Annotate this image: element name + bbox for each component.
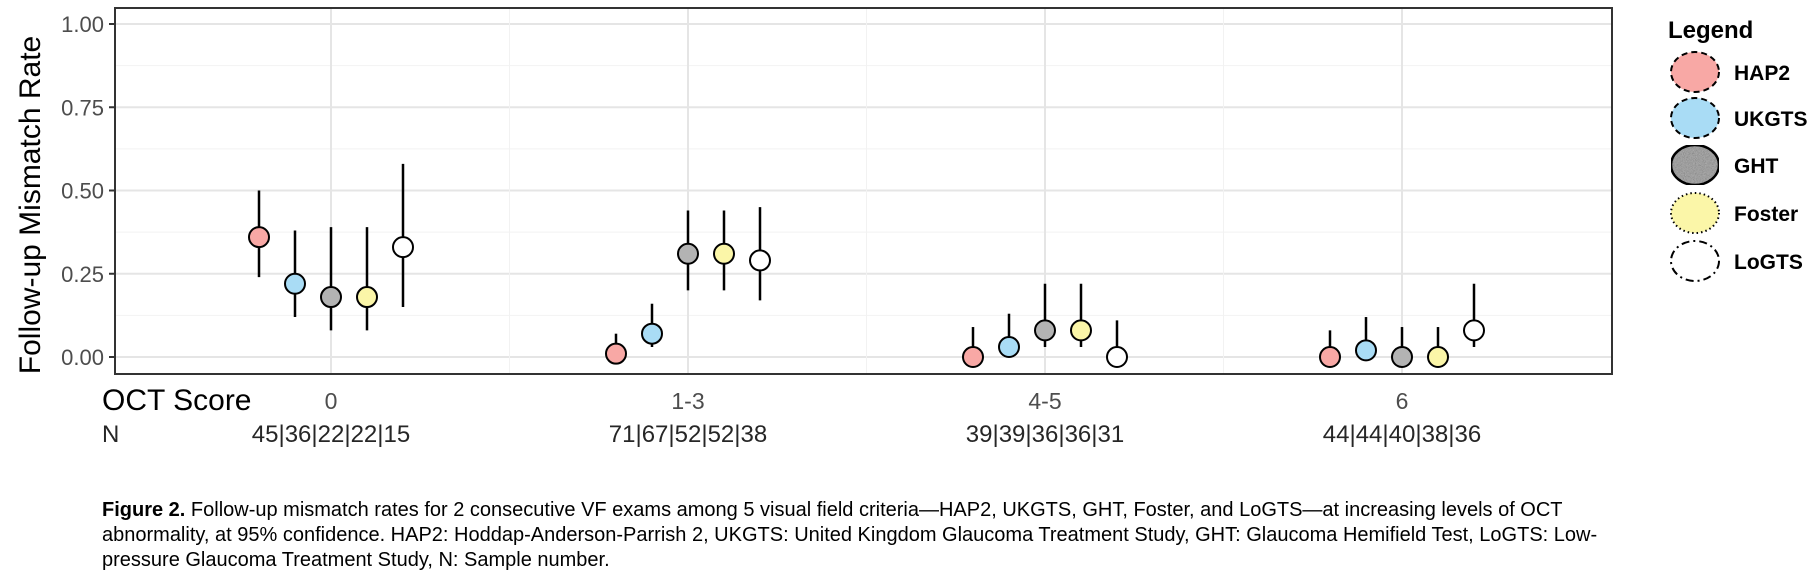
y-tick-label: 0.75 (61, 95, 104, 120)
n-sample-sizes: 39|39|36|36|31 (966, 421, 1124, 448)
point-ght (320, 286, 342, 309)
point-logts (392, 236, 414, 259)
y-tick-label: 0.50 (61, 179, 104, 204)
data-marks (248, 163, 1485, 368)
point-ukgts (1355, 339, 1377, 362)
legend-key-hap2 (1670, 51, 1720, 93)
point-hap2 (605, 342, 627, 365)
point-logts (1106, 346, 1128, 368)
y-tick-label: 0.25 (61, 262, 104, 287)
point-logts (1463, 319, 1485, 342)
legend-label-ukgts: UKGTS (1734, 108, 1808, 131)
point-hap2 (962, 346, 984, 368)
caption-label: Figure 2. (102, 499, 186, 521)
point-ukgts (998, 336, 1020, 359)
point-logts (749, 249, 771, 272)
point-hap2 (1319, 346, 1341, 368)
x-tick-label: 4-5 (1028, 388, 1061, 414)
legend-label-ght: GHT (1734, 155, 1779, 178)
n-sample-sizes: 44|44|40|38|36 (1323, 421, 1481, 448)
point-ght (1391, 346, 1413, 368)
caption-text: Follow-up mismatch rates for 2 consecuti… (102, 499, 1598, 571)
legend-title: Legend (1668, 17, 1753, 44)
legend-label-logts: LoGTS (1734, 251, 1803, 274)
legend-key-ght (1669, 143, 1721, 187)
legend-label-foster: Foster (1734, 203, 1798, 226)
point-ukgts (284, 272, 306, 295)
legend-key-logts (1670, 240, 1720, 282)
n-sample-sizes: 71|67|52|52|38 (609, 421, 767, 448)
legend-key-foster (1670, 192, 1720, 234)
x-tick-label: 1-3 (671, 388, 704, 414)
point-foster (1427, 346, 1449, 368)
y-axis-label: Follow-up Mismatch Rate (14, 36, 47, 374)
legend-label-hap2: HAP2 (1734, 62, 1790, 85)
x-axis-label: OCT Score (102, 384, 252, 417)
point-foster (356, 286, 378, 309)
point-foster (1070, 319, 1092, 342)
legend: Legend HAP2 UKGTS GHT Foster LoGTS (1668, 17, 1808, 282)
figure-caption: Figure 2. Follow-up mismatch rates for 2… (102, 498, 1662, 573)
point-ght (677, 242, 699, 265)
y-tick-label: 0.00 (61, 345, 104, 370)
point-ght (1034, 319, 1056, 342)
axes: 0.00 0.25 0.50 0.75 1.00 0 45|36|22|22|15 1-3 71… (61, 12, 1481, 448)
legend-key-ukgts (1670, 97, 1720, 139)
n-label: N (102, 421, 119, 448)
point-foster (713, 242, 735, 265)
x-tick-label: 0 (325, 388, 338, 414)
point-hap2 (248, 226, 270, 249)
point-ukgts (641, 322, 663, 345)
gridlines (115, 8, 1612, 374)
x-tick-label: 6 (1396, 388, 1409, 414)
y-tick-label: 1.00 (61, 12, 104, 37)
n-sample-sizes: 45|36|22|22|15 (252, 421, 410, 448)
